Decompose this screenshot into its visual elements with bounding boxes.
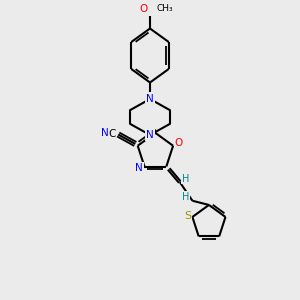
Text: CH₃: CH₃ (157, 4, 173, 14)
Text: N: N (146, 130, 154, 140)
Text: S: S (184, 212, 191, 221)
Text: H: H (182, 191, 190, 202)
Text: H: H (182, 173, 190, 184)
Text: N: N (146, 94, 154, 104)
Text: O: O (174, 138, 183, 148)
Text: N: N (101, 128, 109, 138)
Text: O: O (139, 4, 148, 14)
Text: C: C (108, 129, 115, 139)
Text: N: N (135, 163, 143, 173)
